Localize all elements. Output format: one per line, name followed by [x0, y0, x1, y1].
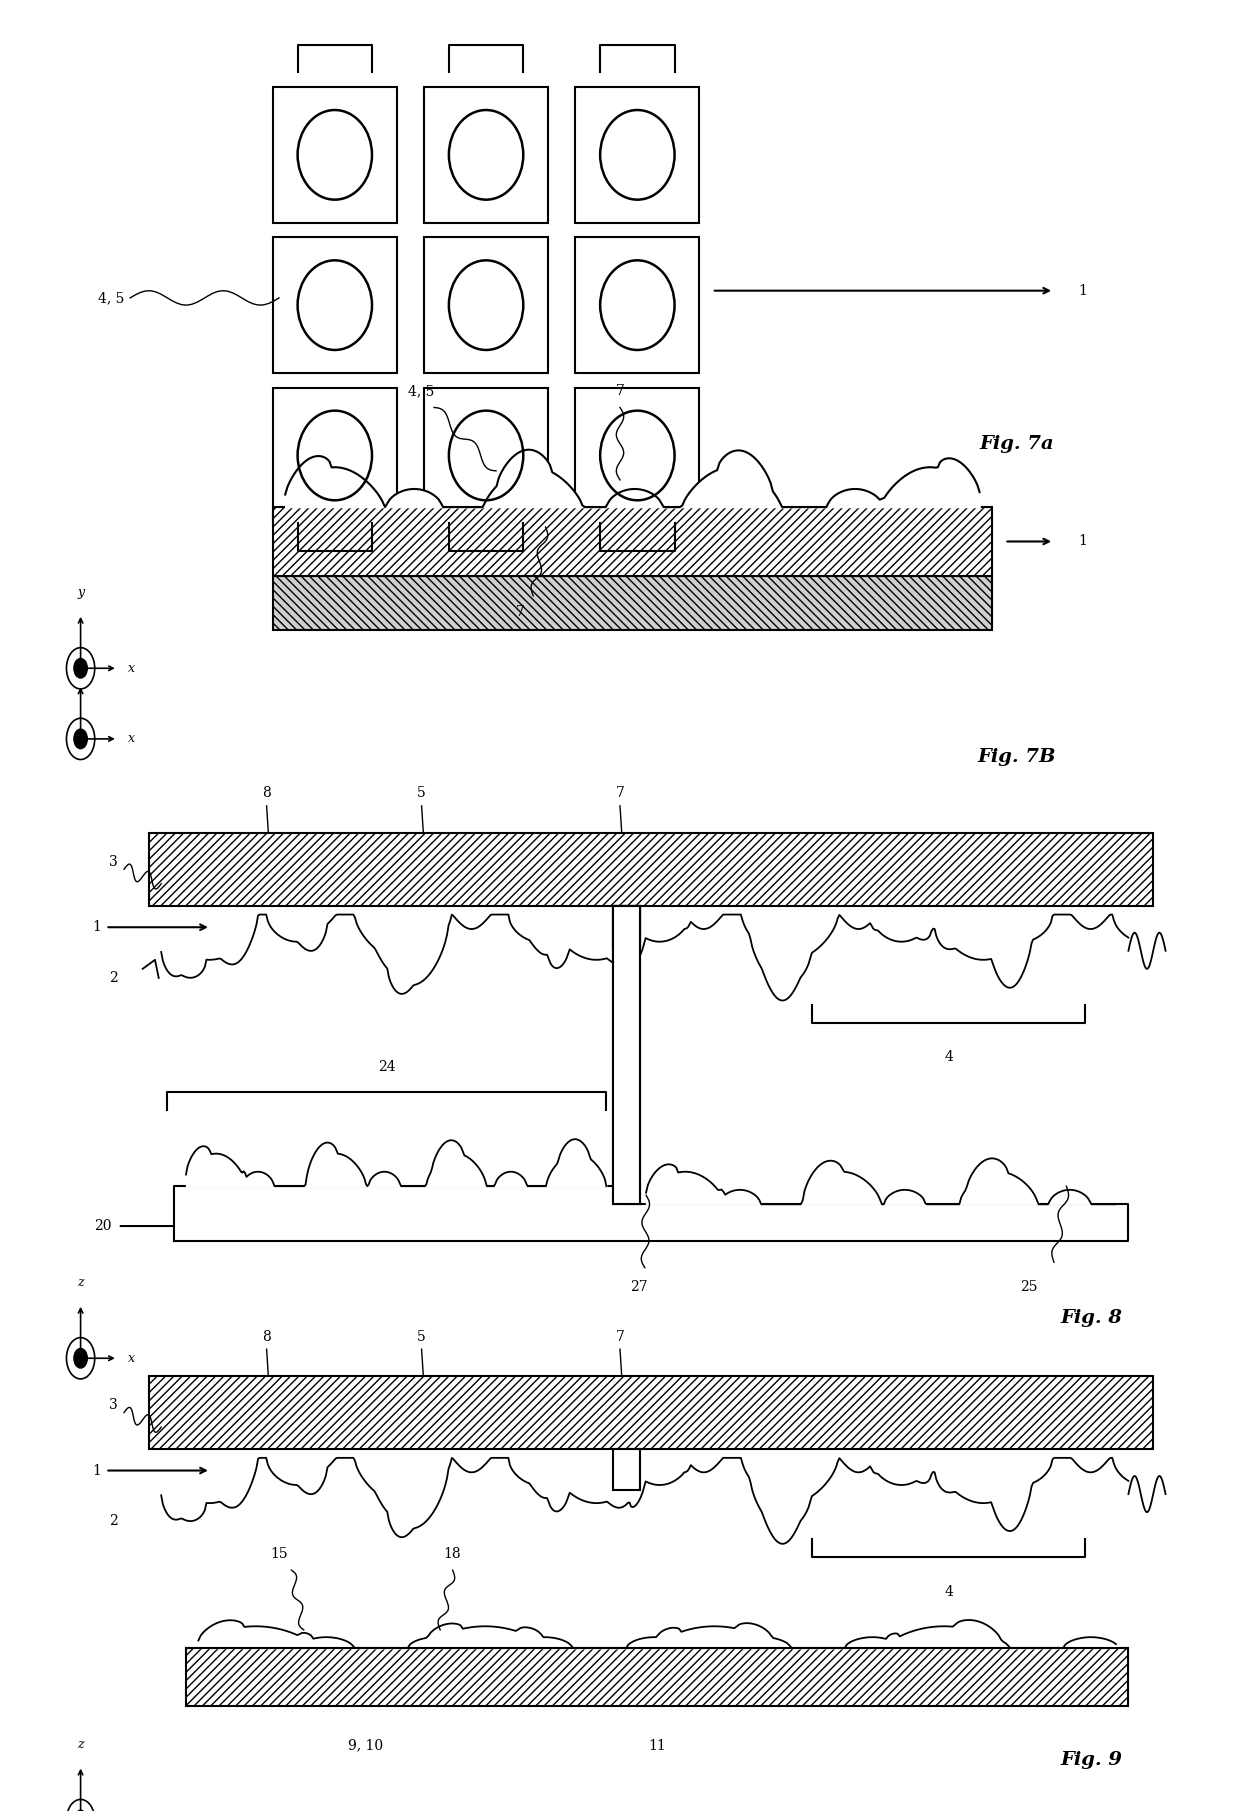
Text: 7: 7 [516, 605, 526, 619]
Bar [613, 906, 640, 947]
Bar [613, 1449, 640, 1490]
Text: 1: 1 [1079, 534, 1087, 549]
Text: 1: 1 [93, 1463, 102, 1478]
Bar [575, 87, 699, 223]
Ellipse shape [298, 261, 372, 350]
Text: 1: 1 [1079, 284, 1087, 297]
Text: x: x [128, 661, 135, 676]
Text: y: y [77, 587, 84, 599]
Text: 9, 10: 9, 10 [348, 1739, 383, 1753]
Text: Fig. 7B: Fig. 7B [977, 748, 1056, 766]
Text: 3: 3 [109, 1398, 118, 1413]
Text: 5: 5 [417, 786, 427, 800]
Bar [149, 833, 1153, 906]
Text: 4, 5: 4, 5 [408, 384, 435, 398]
Bar [273, 237, 397, 373]
Ellipse shape [600, 261, 675, 350]
Circle shape [74, 659, 87, 677]
Text: 20: 20 [94, 1219, 112, 1233]
Ellipse shape [298, 110, 372, 199]
Text: 18: 18 [444, 1547, 461, 1561]
Text: 4: 4 [944, 1050, 954, 1065]
Text: 7: 7 [615, 384, 625, 398]
Text: 3: 3 [109, 855, 118, 869]
Text: x: x [128, 732, 135, 746]
Bar [186, 1648, 1128, 1706]
Bar [273, 576, 992, 630]
Text: 5: 5 [417, 1329, 427, 1344]
Text: z: z [77, 1277, 84, 1289]
Text: 8: 8 [262, 786, 272, 800]
Text: 11: 11 [649, 1739, 666, 1753]
Bar [424, 87, 548, 223]
Text: 27: 27 [630, 1280, 647, 1295]
Bar [613, 906, 640, 1204]
Bar [424, 237, 548, 373]
Text: 25: 25 [1021, 1280, 1038, 1295]
Text: Fig. 7a: Fig. 7a [980, 435, 1054, 453]
Text: 7: 7 [615, 786, 625, 800]
Ellipse shape [449, 411, 523, 500]
Text: x: x [128, 1351, 135, 1365]
Ellipse shape [449, 110, 523, 199]
Text: 15: 15 [270, 1547, 288, 1561]
Text: z: z [77, 657, 84, 670]
Text: 7: 7 [615, 1329, 625, 1344]
Polygon shape [174, 1186, 1128, 1241]
Bar [424, 388, 548, 523]
Text: 2: 2 [109, 971, 118, 985]
Bar [575, 237, 699, 373]
Text: z: z [77, 1739, 84, 1751]
Text: Fig. 8: Fig. 8 [1060, 1309, 1122, 1327]
Text: 4: 4 [944, 1585, 954, 1599]
Bar [273, 507, 992, 576]
Bar [149, 1376, 1153, 1449]
Ellipse shape [600, 110, 675, 199]
Bar [613, 906, 640, 947]
Ellipse shape [600, 411, 675, 500]
Bar [273, 388, 397, 523]
Ellipse shape [449, 261, 523, 350]
Text: 8: 8 [262, 1329, 272, 1344]
Circle shape [74, 730, 87, 748]
Bar [575, 388, 699, 523]
Bar [613, 906, 640, 1204]
Text: 2: 2 [109, 1514, 118, 1528]
Bar [273, 87, 397, 223]
Text: Fig. 9: Fig. 9 [1060, 1751, 1122, 1769]
Text: 1: 1 [93, 920, 102, 934]
Text: 4, 5: 4, 5 [98, 292, 124, 304]
Circle shape [74, 1349, 87, 1367]
Ellipse shape [298, 411, 372, 500]
Text: 24: 24 [378, 1059, 396, 1074]
